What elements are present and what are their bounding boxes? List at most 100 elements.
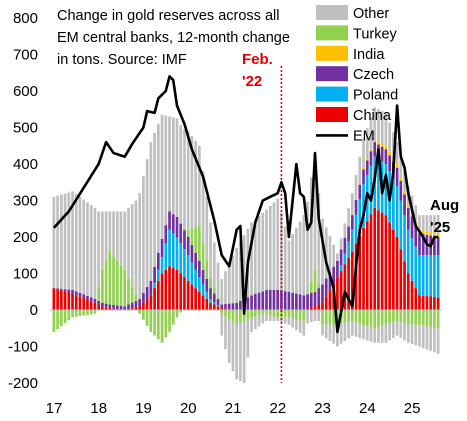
bar-other-negative bbox=[239, 322, 242, 382]
bar-other bbox=[369, 117, 373, 150]
bar-turkey bbox=[134, 294, 138, 301]
bar-turkey bbox=[183, 227, 186, 231]
bar-czech bbox=[145, 286, 149, 300]
bar-czech bbox=[115, 305, 119, 310]
bar-poland bbox=[209, 299, 212, 303]
bar-poland bbox=[377, 159, 380, 211]
bar-other-negative bbox=[388, 323, 391, 341]
bar-other bbox=[138, 193, 142, 300]
y-tick-label: 100 bbox=[13, 266, 38, 283]
bar-other-negative bbox=[406, 324, 410, 343]
bar-czech bbox=[309, 292, 313, 308]
bar-czech bbox=[74, 291, 78, 296]
bar-turkey-negative bbox=[160, 310, 164, 343]
bar-czech bbox=[421, 234, 425, 256]
bar-poland bbox=[339, 265, 343, 271]
bar-czech bbox=[93, 299, 97, 303]
bar-other bbox=[317, 193, 321, 285]
bar-china bbox=[145, 299, 149, 310]
bar-turkey bbox=[101, 269, 104, 303]
legend-label-czech: Czech bbox=[353, 67, 394, 83]
bar-india bbox=[369, 149, 373, 152]
bar-turkey-negative bbox=[410, 310, 414, 325]
bar-china bbox=[392, 229, 395, 310]
bar-czech bbox=[306, 294, 309, 309]
bar-poland bbox=[436, 255, 440, 298]
bar-china bbox=[71, 293, 74, 310]
bar-czech bbox=[406, 207, 410, 230]
bar-other bbox=[414, 205, 418, 222]
bar-turkey-negative bbox=[93, 310, 97, 314]
bar-other-negative bbox=[265, 313, 268, 321]
bar-czech bbox=[149, 280, 153, 296]
bar-other bbox=[97, 211, 100, 287]
x-axis-tick-labels: 17 18 19 20 21 22 23 24 25 bbox=[46, 400, 421, 417]
bar-turkey-negative bbox=[321, 310, 324, 325]
bar-india bbox=[380, 143, 384, 147]
bar-turkey-negative bbox=[298, 310, 302, 321]
bar-czech bbox=[365, 160, 369, 175]
bar-other-negative bbox=[436, 328, 440, 354]
bar-china bbox=[220, 308, 224, 310]
bar-turkey-negative bbox=[291, 310, 294, 319]
bar-china bbox=[104, 307, 108, 310]
bar-turkey-negative bbox=[332, 310, 336, 325]
chart-title-line-1: Change in gold reserves across all bbox=[57, 8, 279, 24]
bar-poland bbox=[194, 269, 197, 289]
bar-other bbox=[153, 132, 156, 267]
bar-czech bbox=[235, 302, 239, 310]
legend-swatch-poland bbox=[316, 86, 348, 102]
bar-other bbox=[373, 107, 377, 141]
bar-other bbox=[321, 218, 324, 285]
legend-swatch-other bbox=[316, 5, 348, 20]
bar-india bbox=[362, 167, 365, 170]
bar-china bbox=[153, 288, 156, 310]
bar-china bbox=[336, 277, 339, 310]
bar-czech bbox=[354, 199, 358, 215]
bar-czech bbox=[298, 294, 302, 310]
bar-other bbox=[291, 234, 294, 293]
bar-other-negative bbox=[242, 320, 246, 383]
bar-other bbox=[160, 114, 164, 239]
bar-china bbox=[67, 292, 71, 310]
bar-other bbox=[123, 211, 127, 270]
legend-swatch-china bbox=[316, 107, 348, 122]
bar-other bbox=[418, 215, 421, 230]
bar-turkey-negative bbox=[287, 310, 291, 318]
bar-poland bbox=[384, 164, 388, 216]
bar-china bbox=[201, 295, 205, 310]
bar-poland bbox=[205, 291, 209, 300]
bar-czech bbox=[373, 142, 377, 157]
bar-czech bbox=[347, 226, 350, 242]
bar-other-negative bbox=[283, 317, 287, 324]
bar-china bbox=[421, 295, 425, 310]
bar-czech bbox=[112, 304, 115, 309]
bar-poland bbox=[198, 277, 201, 292]
chart-title-line-2: EM central banks, 12-month change bbox=[57, 30, 290, 46]
bar-turkey-negative bbox=[388, 310, 391, 324]
bar-czech bbox=[410, 216, 414, 239]
bar-china bbox=[130, 308, 134, 310]
bar-other-negative bbox=[295, 319, 298, 331]
bar-other bbox=[108, 211, 112, 252]
bar-czech bbox=[332, 266, 336, 284]
bar-china bbox=[74, 295, 78, 310]
bar-other bbox=[403, 171, 406, 191]
bar-czech bbox=[216, 299, 220, 306]
bar-india bbox=[421, 230, 425, 235]
bar-other-negative bbox=[392, 322, 395, 338]
bar-other bbox=[242, 235, 246, 300]
bar-czech bbox=[175, 216, 179, 237]
bar-other bbox=[235, 247, 239, 303]
bar-poland bbox=[369, 165, 373, 215]
bar-czech bbox=[127, 304, 130, 310]
bar-china bbox=[369, 214, 373, 310]
bar-turkey-negative bbox=[257, 310, 261, 316]
bar-other bbox=[365, 128, 369, 159]
bar-czech bbox=[153, 266, 156, 283]
bar-czech bbox=[194, 252, 197, 270]
stacked-bars bbox=[52, 107, 440, 383]
bar-india bbox=[436, 233, 440, 237]
bar-poland bbox=[175, 237, 179, 270]
